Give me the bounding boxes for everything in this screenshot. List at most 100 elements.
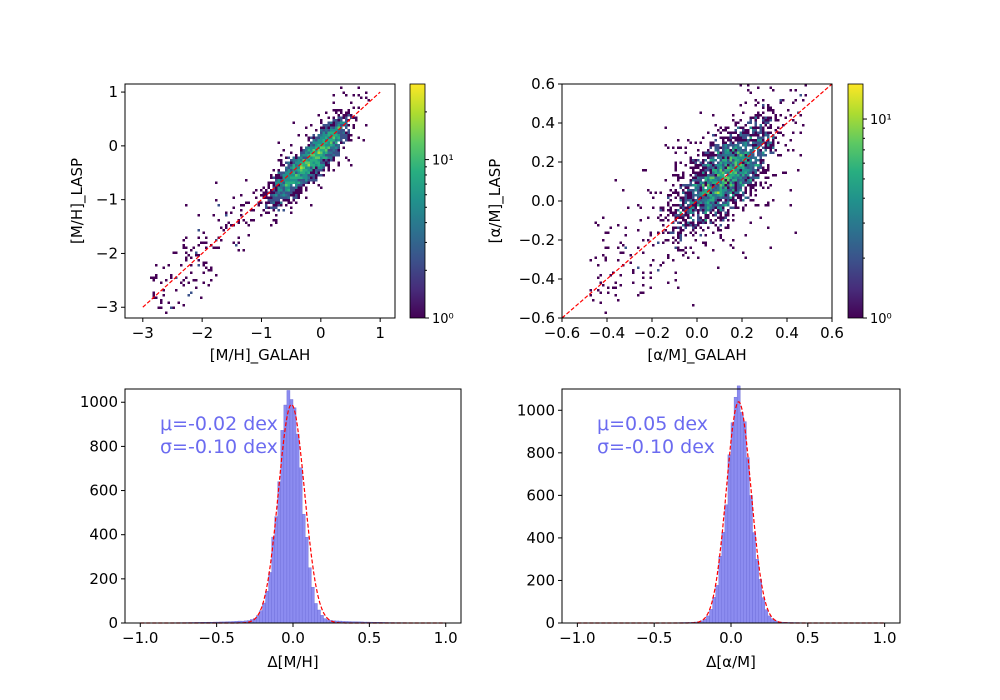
- density-cell: [719, 214, 722, 217]
- density-cell: [757, 159, 760, 162]
- density-cell: [727, 159, 730, 162]
- density-cell: [352, 94, 355, 97]
- density-cell: [185, 256, 188, 259]
- density-cell: [762, 129, 765, 132]
- density-cell: [754, 176, 757, 179]
- density-cell: [719, 169, 722, 172]
- density-cell: [350, 101, 353, 104]
- density-cell: [659, 214, 662, 217]
- density-cell: [734, 204, 737, 207]
- density-cell: [667, 219, 670, 222]
- density-cell: [295, 194, 298, 197]
- density-cell: [300, 179, 303, 182]
- density-cell: [310, 141, 313, 144]
- density-cell: [285, 169, 288, 172]
- density-cell: [320, 149, 323, 152]
- density-cell: [729, 154, 732, 157]
- density-cell: [734, 189, 737, 192]
- density-cell: [774, 174, 777, 177]
- density-cell: [315, 144, 318, 147]
- density-cell: [702, 159, 705, 162]
- density-cell: [692, 166, 695, 169]
- density-cell: [677, 221, 680, 224]
- density-cell: [679, 186, 682, 189]
- density-cell: [689, 156, 692, 159]
- density-cell: [682, 201, 685, 204]
- density-cell: [694, 199, 697, 202]
- density-cell: [704, 189, 707, 192]
- density-cell: [692, 171, 695, 174]
- density-cell: [202, 261, 205, 264]
- density-cell: [699, 176, 702, 179]
- density-cell: [320, 154, 323, 157]
- density-cell: [310, 176, 313, 179]
- density-cell: [752, 131, 755, 134]
- density-cell: [267, 199, 270, 202]
- density-cell: [699, 171, 702, 174]
- density-cell: [769, 109, 772, 112]
- density-cell: [707, 151, 710, 154]
- density-cell: [280, 194, 283, 197]
- density-cell: [327, 126, 330, 129]
- density-cell: [724, 161, 727, 164]
- histogram-bar: [740, 412, 744, 624]
- density-cell: [692, 209, 695, 212]
- density-cell: [337, 144, 340, 147]
- mean-annotation: μ=0.05 dex: [597, 413, 708, 435]
- density-cell: [677, 246, 680, 249]
- density-cell: [365, 96, 368, 99]
- density-cell: [742, 111, 745, 114]
- density-cell: [300, 191, 303, 194]
- density-cell: [762, 99, 765, 102]
- density-cell: [709, 154, 712, 157]
- density-cell: [684, 206, 687, 209]
- density-cell: [707, 181, 710, 184]
- density-cell: [190, 271, 193, 274]
- density-cell: [664, 179, 667, 182]
- density-cell: [762, 121, 765, 124]
- density-cell: [617, 224, 620, 227]
- density-cell: [772, 136, 775, 139]
- density-cell: [242, 204, 245, 207]
- density-cell: [347, 131, 350, 134]
- density-cell: [724, 186, 727, 189]
- density-cell: [722, 206, 725, 209]
- density-cell: [267, 184, 270, 187]
- density-cell: [275, 194, 278, 197]
- density-cell: [285, 156, 288, 159]
- density-cell: [315, 171, 318, 174]
- density-cell: [772, 141, 775, 144]
- density-cell: [702, 186, 705, 189]
- density-cell: [709, 219, 712, 222]
- density-cell: [305, 164, 308, 167]
- density-cell: [719, 159, 722, 162]
- density-cell: [764, 171, 767, 174]
- density-cell: [717, 149, 720, 152]
- density-cell: [719, 216, 722, 219]
- density-cell: [712, 179, 715, 182]
- x-tick-label: −0.5: [636, 629, 672, 647]
- density-cell: [734, 124, 737, 127]
- density-cell: [754, 116, 757, 119]
- density-cell: [764, 169, 767, 172]
- density-cell: [712, 171, 715, 174]
- density-cell: [322, 124, 325, 127]
- density-cell: [237, 249, 240, 252]
- density-cell: [330, 124, 333, 127]
- density-cell: [734, 171, 737, 174]
- histogram-bar: [317, 609, 321, 624]
- density-cell: [709, 201, 712, 204]
- density-cell: [732, 184, 735, 187]
- density-cell: [679, 236, 682, 239]
- density-cell: [322, 149, 325, 152]
- density-cell: [327, 166, 330, 169]
- density-cell: [280, 186, 283, 189]
- density-cell: [689, 221, 692, 224]
- density-cell: [215, 181, 218, 184]
- density-cell: [330, 154, 333, 157]
- density-cell: [307, 144, 310, 147]
- density-cell: [692, 179, 695, 182]
- density-cell: [619, 274, 622, 277]
- density-cell: [739, 139, 742, 142]
- density-cell: [667, 201, 670, 204]
